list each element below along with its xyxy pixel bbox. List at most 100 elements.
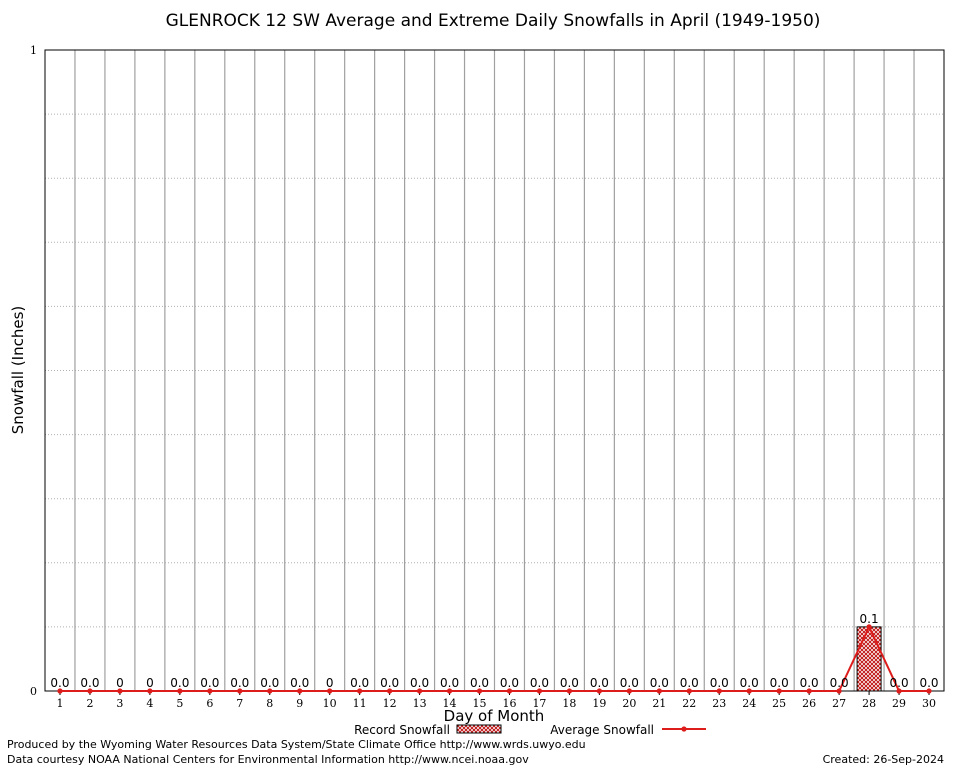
- x-tick-label: 9: [296, 697, 303, 710]
- data-label: 0.0: [770, 676, 789, 690]
- data-label: 0.0: [80, 676, 99, 690]
- average-point: [626, 688, 632, 694]
- chart-title: GLENROCK 12 SW Average and Extreme Daily…: [166, 11, 821, 31]
- data-label: 0.1: [860, 612, 879, 626]
- x-tick-label: 5: [176, 697, 183, 710]
- x-tick-label: 15: [473, 697, 487, 710]
- average-point: [926, 688, 932, 694]
- average-point: [446, 688, 453, 694]
- data-label: 0.0: [170, 676, 189, 690]
- footer-created-date: Created: 26-Sep-2024: [823, 753, 944, 766]
- average-point: [776, 688, 782, 694]
- x-tick-label: 24: [742, 697, 756, 710]
- average-point: [656, 688, 662, 694]
- data-label: 0.0: [800, 676, 819, 690]
- x-tick-label: 12: [383, 697, 397, 710]
- legend-average-label: Average Snowfall: [550, 723, 654, 737]
- y-axis: 01: [30, 44, 37, 698]
- data-label: 0: [116, 676, 124, 690]
- data-label: 0.0: [200, 676, 219, 690]
- x-tick-label: 8: [266, 697, 273, 710]
- data-label: 0.0: [710, 676, 729, 690]
- average-point: [207, 688, 213, 694]
- x-tick-label: 18: [562, 697, 576, 710]
- average-point: [476, 688, 483, 694]
- data-label: 0.0: [230, 676, 249, 690]
- average-point: [836, 688, 842, 694]
- x-tick-label: 3: [116, 697, 123, 710]
- average-point: [87, 688, 93, 694]
- average-point: [746, 688, 752, 694]
- record-bars: [856, 626, 882, 692]
- average-point: [147, 688, 153, 694]
- x-tick-label: 16: [502, 697, 516, 710]
- x-tick-label: 29: [892, 697, 906, 710]
- data-label: 0.0: [890, 676, 909, 690]
- y-axis-label: Snowfall (Inches): [9, 306, 27, 434]
- average-point: [686, 688, 692, 694]
- x-tick-label: 27: [832, 697, 846, 710]
- data-label: 0.0: [620, 676, 639, 690]
- data-label: 0.0: [260, 676, 279, 690]
- data-label: 0.0: [350, 676, 369, 690]
- x-tick-label: 17: [532, 697, 546, 710]
- data-label: 0.0: [919, 676, 938, 690]
- data-label: 0.0: [290, 676, 309, 690]
- x-tick-label: 1: [56, 697, 63, 710]
- x-tick-label: 23: [712, 697, 726, 710]
- footer-produced-by: Produced by the Wyoming Water Resources …: [7, 738, 586, 751]
- average-point: [237, 688, 243, 694]
- data-label: 0.0: [590, 676, 609, 690]
- footer-data-courtesy: Data courtesy NOAA National Centers for …: [7, 753, 529, 766]
- average-point: [566, 688, 573, 694]
- x-tick-label: 7: [236, 697, 243, 710]
- legend: Record Snowfall Average Snowfall: [354, 723, 706, 737]
- legend-record-label: Record Snowfall: [354, 723, 450, 737]
- average-point: [267, 688, 273, 694]
- average-point: [357, 688, 363, 694]
- x-axis: 1 2 3 4 5 6 7 8 9 10 11 12 13 14 15 16 17 18 19 20 21 22 23 24 2…: [56, 691, 936, 710]
- x-tick-label: 13: [413, 697, 427, 710]
- data-label: 0.0: [440, 676, 459, 690]
- data-label: 0.0: [680, 676, 699, 690]
- data-label: 0.0: [740, 676, 759, 690]
- x-tick-label: 26: [802, 697, 816, 710]
- average-point: [117, 688, 123, 694]
- data-label: 0.0: [50, 676, 69, 690]
- data-label: 0.0: [650, 676, 669, 690]
- x-tick-label: 14: [443, 697, 457, 710]
- data-label: 0.0: [500, 676, 519, 690]
- y-tick-label: 1: [30, 44, 37, 57]
- data-labels: 0.0 0.0 0 0 0.0 0.0 0.0 0.0 0.0 0 0.0 0.0 0.0 0.0 0.0 0…: [50, 612, 938, 690]
- average-point: [297, 688, 303, 694]
- x-tick-label: 21: [652, 697, 666, 710]
- y-tick-label: 0: [30, 685, 37, 698]
- average-point: [716, 688, 722, 694]
- x-tick-label: 11: [353, 697, 367, 710]
- data-label: 0: [146, 676, 154, 690]
- data-label: 0.0: [410, 676, 429, 690]
- data-label: 0.0: [830, 676, 849, 690]
- x-axis-label: Day of Month: [444, 707, 545, 725]
- legend-average-marker: [681, 726, 687, 732]
- data-label: 0: [326, 676, 334, 690]
- data-label: 0.0: [470, 676, 489, 690]
- average-point: [506, 688, 513, 694]
- x-tick-label: 4: [146, 697, 153, 710]
- x-tick-label: 10: [323, 697, 337, 710]
- x-tick-label: 30: [922, 697, 936, 710]
- x-tick-label: 25: [772, 697, 786, 710]
- data-label: 0.0: [530, 676, 549, 690]
- average-series-line: [59, 624, 930, 692]
- average-point: [596, 688, 602, 694]
- legend-record-swatch: [456, 724, 502, 734]
- average-point: [866, 624, 872, 630]
- x-tick-label: 6: [206, 697, 213, 710]
- record-bar: [856, 626, 882, 692]
- x-tick-label: 22: [682, 697, 696, 710]
- average-point: [57, 688, 63, 694]
- x-tick-label: 19: [592, 697, 606, 710]
- average-point: [177, 688, 183, 694]
- x-tick-label: 20: [622, 697, 636, 710]
